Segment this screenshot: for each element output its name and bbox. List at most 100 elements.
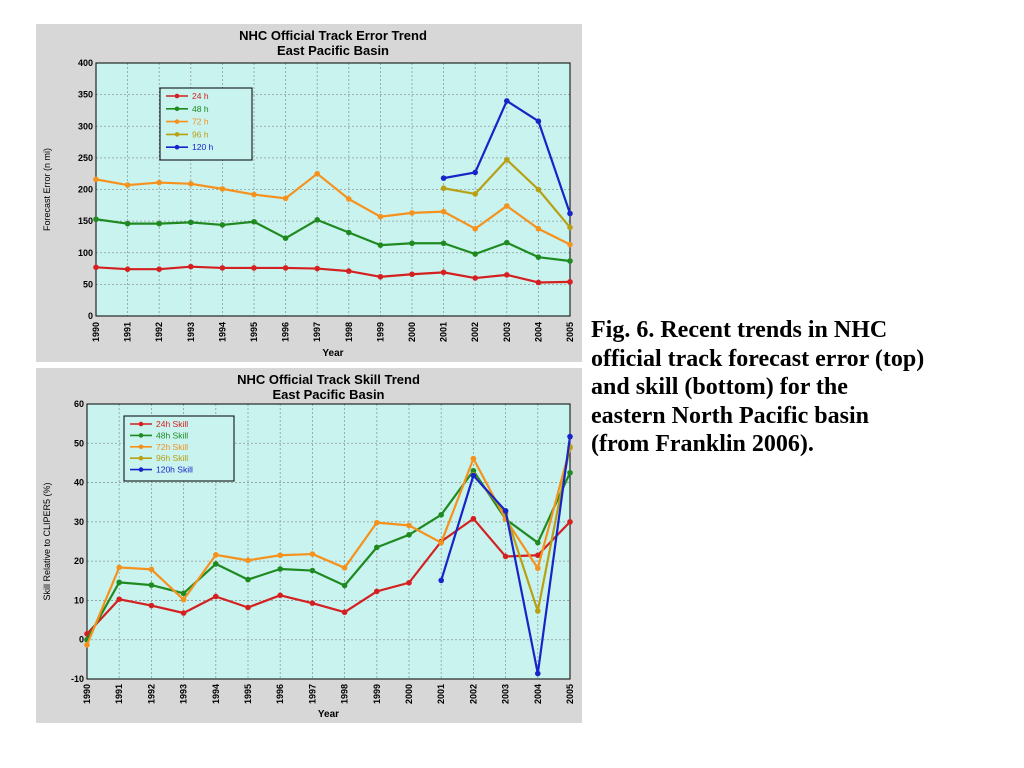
data-point-48-h [124,220,131,227]
y-tick-label: -10 [71,674,84,684]
y-tick-label: 50 [74,438,84,448]
data-point-24-h [346,268,352,274]
data-point-72-h [282,195,289,202]
legend-label: 24h Skill [156,419,188,429]
y-tick-label: 30 [74,517,84,527]
legend-label: 48h Skill [156,430,188,440]
skill-trend-chart-panel: NHC Official Track Skill Trend East Pacif… [36,368,582,723]
data-point-24h-skill [116,596,122,603]
data-point-24h-skill [470,515,477,522]
x-tick-label: 1999 [375,322,385,342]
y-tick-label: 300 [78,121,93,131]
x-tick-label: 1994 [217,322,227,342]
x-tick-label: 2003 [501,684,511,704]
data-point-48h-skill [341,582,348,589]
data-point-24h-skill [341,609,348,616]
data-point-24h-skill [180,610,187,616]
y-tick-label: 0 [79,635,84,645]
data-point-48h-skill [277,566,283,572]
legend-marker [174,106,180,112]
x-tick-label: 1996 [281,322,291,342]
data-point-48h-skill [567,469,573,476]
y-tick-label: 150 [78,216,93,226]
series-line-48-h [95,218,571,263]
data-point-72-h [377,213,384,220]
y-tick-label: 350 [78,90,93,100]
x-tick-label: 1992 [154,322,164,342]
data-point-48h-skill [535,539,541,546]
data-point-48-h [409,240,415,247]
x-tick-label: 2004 [533,322,543,342]
data-point-48h-skill [180,590,187,597]
caption-line: eastern North Pacific basin [591,402,869,429]
data-point-96-h [504,156,510,163]
x-tick-label: 1998 [340,684,350,704]
data-point-72-h [219,186,226,192]
data-point-120-h [504,98,510,104]
data-point-24-h [188,263,194,270]
data-point-96h-skill [535,608,541,614]
x-tick-label: 1991 [123,322,133,342]
data-point-48h-skill [438,511,445,518]
legend-marker [174,93,180,99]
legend-label: 96h Skill [156,453,188,463]
x-tick-label: 1995 [243,684,253,704]
data-point-120-h [535,118,542,124]
data-point-24h-skill [148,602,155,609]
x-tick-label: 1996 [275,684,285,704]
x-tick-label: 2001 [436,684,446,704]
x-tick-label: 2003 [502,322,512,342]
data-point-48-h [472,251,479,257]
x-tick-label: 2005 [565,684,575,704]
y-tick-label: 10 [74,595,84,605]
data-point-72-h [504,203,510,209]
y-tick-label: 60 [74,399,84,409]
x-tick-label: 1992 [146,684,156,704]
data-point-24-h [219,265,226,271]
data-point-24h-skill [406,579,412,586]
legend-marker [174,132,180,137]
legend-label: 72h Skill [156,442,188,452]
series-line-72h-skill [85,447,572,646]
data-point-48-h [251,218,257,225]
data-point-72h-skill [535,565,541,572]
y-tick-label: 20 [74,556,84,566]
data-point-24h-skill [213,593,219,600]
data-point-72h-skill [470,455,477,462]
data-point-72-h [440,208,447,215]
data-point-24-h [282,265,289,271]
chart-subtitle: East Pacific Basin [273,387,385,402]
data-point-48-h [93,216,99,223]
y-tick-label: 0 [88,311,93,321]
y-tick-label: 40 [74,478,84,488]
data-point-24-h [377,273,384,280]
data-point-72h-skill [116,564,122,571]
data-point-24h-skill [502,553,509,560]
data-point-72-h [472,225,479,232]
data-point-48-h [219,222,226,228]
figure-caption: Fig. 6. Recent trends in NHC official tr… [591,316,1011,459]
data-point-72h-skill [84,642,90,648]
data-point-48-h [504,239,510,246]
legend-marker [174,144,180,150]
data-point-72h-skill [213,552,219,558]
x-tick-label: 1993 [186,322,196,342]
y-tick-label: 100 [78,248,93,258]
chart-title: NHC Official Track Skill Trend [237,372,420,387]
x-tick-label: 1990 [91,322,101,342]
legend-label: 72 h [192,117,209,127]
plot-frame [86,403,571,680]
series-line-72-h [95,172,571,246]
data-point-72-h [156,179,162,186]
legend-marker [138,455,144,461]
chart-subtitle: East Pacific Basin [277,43,389,58]
legend-marker [138,421,144,427]
data-point-48-h [440,240,447,247]
y-tick-label: 50 [83,279,93,289]
x-tick-label: 1991 [114,684,124,704]
data-point-24-h [124,266,131,272]
data-point-24h-skill [374,588,380,595]
data-point-24h-skill [245,604,251,611]
data-point-96-h [472,191,479,197]
